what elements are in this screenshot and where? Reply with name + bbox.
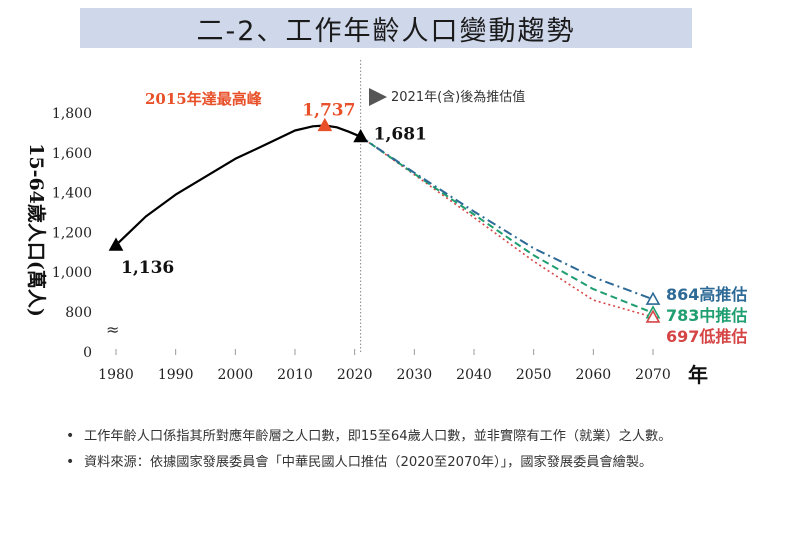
x-tick-label: 2050 bbox=[516, 367, 552, 383]
low-end-label: 697低推估 bbox=[666, 327, 747, 346]
x-tick-label: 2000 bbox=[218, 367, 254, 383]
y-tick-label: 1,400 bbox=[52, 186, 92, 202]
series-layer bbox=[115, 124, 654, 318]
x-tick-label: 2030 bbox=[397, 367, 433, 383]
page-title: 二-2、工作年齡人口變動趨勢 bbox=[196, 15, 576, 47]
y-axis-label: 15-64歲人口(萬人) bbox=[25, 143, 48, 317]
axis-break-symbol: ≈ bbox=[106, 320, 119, 339]
x-axis-label: 年 bbox=[688, 363, 708, 387]
footnotes: 工作年齡人口係指其所對應年齡層之人口數，即15至64歲人口數，並非實際有工作（就… bbox=[64, 425, 764, 477]
footnote-definition: 工作年齡人口係指其所對應年齡層之人口數，即15至64歲人口數，並非實際有工作（就… bbox=[64, 425, 764, 448]
start-value-label: 1,136 bbox=[121, 258, 174, 278]
x-tick-label: 2040 bbox=[456, 367, 492, 383]
medium-end-label: 783中推估 bbox=[666, 306, 747, 325]
peak-value-label: 1,737 bbox=[302, 101, 355, 121]
low-end-marker bbox=[645, 309, 661, 323]
footnote-source: 資料來源：依據國家發展委員會「中華民國人口推估（2020至2070年）」，國家發… bbox=[64, 451, 764, 474]
working-age-population-chart: 15-64歲人口(萬人) 0 800 1,000 1,200 1,400 1,600 1,8… bbox=[25, 60, 747, 387]
high-end-marker bbox=[645, 291, 661, 305]
y-tick-label: 800 bbox=[65, 305, 92, 321]
x-tick-label: 1990 bbox=[158, 367, 194, 383]
x-axis: 1980 1990 2000 2010 2020 2030 2040 2050 2060 2070 bbox=[98, 349, 671, 383]
high-end-label: 864高推估 bbox=[666, 285, 747, 304]
y-tick-label: 1,000 bbox=[52, 265, 92, 281]
peak-annotation: 2015年達最高峰 bbox=[145, 90, 263, 108]
y-tick-label: 1,600 bbox=[52, 146, 92, 162]
actual-series-line bbox=[115, 124, 362, 246]
x-tick-label: 2070 bbox=[635, 367, 671, 383]
peak-point-marker bbox=[317, 117, 333, 132]
labels-layer: 2015年達最高峰 2021年(含)後為推估值 1,136 1,681 1,737 8… bbox=[121, 88, 747, 346]
markers-layer bbox=[108, 117, 661, 323]
y-tick-label: 1,200 bbox=[52, 225, 92, 241]
projection-start-marker bbox=[353, 129, 368, 143]
start-point-marker bbox=[108, 237, 124, 251]
x-tick-label: 2060 bbox=[576, 367, 612, 383]
x-tick-label: 1980 bbox=[98, 367, 134, 383]
x-tick-label: 2020 bbox=[337, 367, 373, 383]
y-tick-label: 1,800 bbox=[52, 106, 92, 122]
x-tick-label: 2010 bbox=[277, 367, 313, 383]
projection-start-value-label: 1,681 bbox=[374, 125, 427, 145]
y-tick-label: 0 bbox=[83, 345, 92, 361]
title-banner: 二-2、工作年齡人口變動趨勢 bbox=[80, 8, 692, 48]
low-projection-line bbox=[360, 136, 654, 318]
medium-projection-line bbox=[360, 135, 654, 314]
y-axis: 0 800 1,000 1,200 1,400 1,600 1,800 bbox=[52, 106, 92, 361]
projection-note: 2021年(含)後為推估值 bbox=[391, 89, 525, 105]
high-projection-line bbox=[360, 135, 654, 301]
